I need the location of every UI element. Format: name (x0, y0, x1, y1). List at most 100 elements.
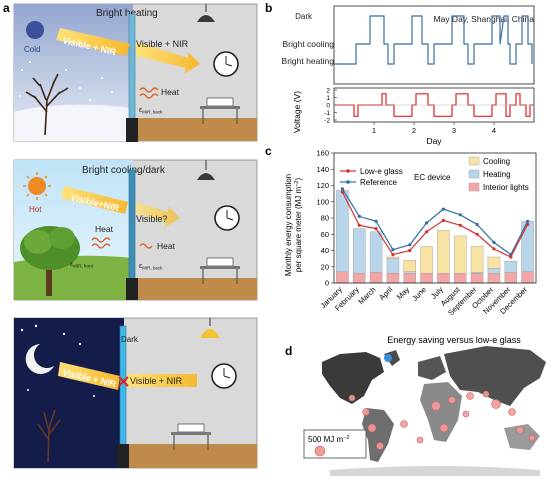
bar-cooling (487, 256, 501, 269)
point-reference (526, 219, 530, 223)
leafy-tree-icon (20, 226, 80, 296)
scene-bright-cooling: Bright cooling/dark Hot Visible+NIR Visi… (13, 159, 258, 301)
scene3-window-pane (119, 325, 127, 453)
line-reference (341, 188, 529, 256)
scene2-emission-back: εMIR, back (139, 263, 163, 271)
ceiling-lamp-icon (197, 4, 215, 22)
bar-heating (386, 258, 400, 274)
month-tick-label: June (410, 285, 428, 303)
scene-bright-heating: Cold Bright heating Visible + NIR Visibl… (13, 3, 258, 142)
bar-interior-lights (470, 273, 484, 284)
saving-marker (528, 434, 536, 442)
saving-marker (448, 396, 456, 404)
panel-b-label: b (265, 1, 272, 15)
legend-lowe-label: Low-e glass (360, 167, 403, 176)
panel-b-annotation: May Day, Shanghai, China (434, 14, 535, 24)
point-reference (458, 213, 462, 217)
energy-axis-label-line2: per square meter (MJ m−2) (294, 178, 303, 273)
energy-plot-frame (333, 152, 537, 284)
state-series-line (334, 15, 533, 65)
scene2-heat-left-label: Heat (95, 224, 114, 234)
energy-tick-label: 60 (321, 230, 329, 239)
bar-interior-lights (487, 273, 501, 284)
map-antarctica (330, 466, 540, 476)
point-low-e-glass (340, 190, 344, 194)
point-low-e-glass (441, 218, 445, 222)
scene2-window-frame (126, 278, 138, 300)
line-low-e-glass (341, 191, 529, 258)
legend-ec-device-title: EC device (414, 173, 451, 182)
scene2-beam-inside (136, 202, 180, 228)
legend-reference-marker (346, 180, 350, 184)
point-reference (425, 221, 429, 225)
scene2-heat-wave-left-icon-2 (91, 243, 111, 249)
blocked-x-icon (118, 376, 129, 387)
month-tick-label: May (395, 285, 412, 302)
voltage-series-line (334, 93, 534, 117)
voltage-axis-label: Voltage (V) (292, 91, 302, 133)
saving-marker (376, 442, 384, 450)
scene2-heat-wave-left-icon (91, 237, 111, 243)
point-reference (391, 248, 395, 252)
energy-tick-label: 80 (321, 214, 329, 223)
bar-heating (353, 228, 366, 274)
map-title: Energy saving versus low-e glass (387, 335, 521, 345)
scene2-heat-wave-right-icon (139, 243, 153, 249)
scene3-beam-inside (127, 374, 197, 387)
night-tree-icon (37, 409, 61, 463)
saving-marker (516, 426, 524, 434)
legend-lights-label: Interior lights (483, 183, 529, 192)
energy-tick-label: 120 (316, 181, 329, 190)
stars (20, 324, 95, 397)
bar-interior-lights (504, 272, 518, 284)
bar-interior-lights (437, 273, 450, 284)
saving-marker (482, 390, 490, 398)
bar-interior-lights (454, 273, 467, 284)
point-low-e-glass (357, 223, 361, 227)
point-low-e-glass (475, 232, 479, 236)
saving-marker (367, 423, 377, 433)
bare-tree-icon (25, 73, 69, 136)
map-legend-value: 500 MJ m−2 (308, 435, 349, 444)
energy-legend: Low-e glass Reference EC device Cooling … (340, 156, 529, 192)
legend-reference-label: Reference (360, 178, 397, 187)
point-reference (374, 219, 378, 223)
legend-heating-label: Heating (483, 170, 511, 179)
month-tick-label: April (377, 285, 394, 302)
scene1-floor (133, 118, 257, 141)
bar-interior-lights (386, 273, 400, 284)
bar-cooling (437, 229, 450, 274)
saving-marker (348, 394, 356, 402)
bar-interior-lights (336, 271, 349, 284)
scene1-heat-label: Heat (161, 87, 180, 97)
scene1-heat-wave-icon-2 (139, 93, 159, 99)
bar-cooling (386, 256, 400, 259)
bar-interior-lights (369, 272, 383, 284)
saving-marker (491, 399, 501, 409)
world-map (322, 346, 546, 476)
panel-a-label: a (3, 1, 10, 15)
map-europe (418, 356, 446, 380)
bar-heating (504, 260, 518, 273)
energy-tick-label: 0 (325, 279, 329, 288)
energy-axis: 0 20 40 60 80 100 120 140 160 (316, 149, 334, 288)
scene1-window-frame (126, 118, 138, 142)
point-low-e-glass (391, 253, 395, 257)
saving-marker (416, 436, 424, 444)
scene2-heat-right-label: Heat (157, 241, 176, 251)
day-tick-labels: 1 2 3 4 (372, 122, 496, 135)
energy-axis-label-line1: Monthly energy consumption (284, 174, 293, 276)
point-low-e-glass (408, 248, 412, 253)
scene1-emission-back: εMIR, back (139, 107, 163, 115)
day-tick-label: 4 (492, 126, 496, 135)
state-label-dark: Dark (295, 12, 313, 21)
map-asia (444, 346, 546, 406)
state-plot-frame (333, 5, 535, 85)
point-reference (357, 214, 361, 218)
sun-icon (23, 172, 51, 200)
wall-clock-icon (213, 51, 239, 77)
scene2-beam-outside (61, 186, 128, 214)
day-tick-label: 2 (412, 126, 416, 135)
